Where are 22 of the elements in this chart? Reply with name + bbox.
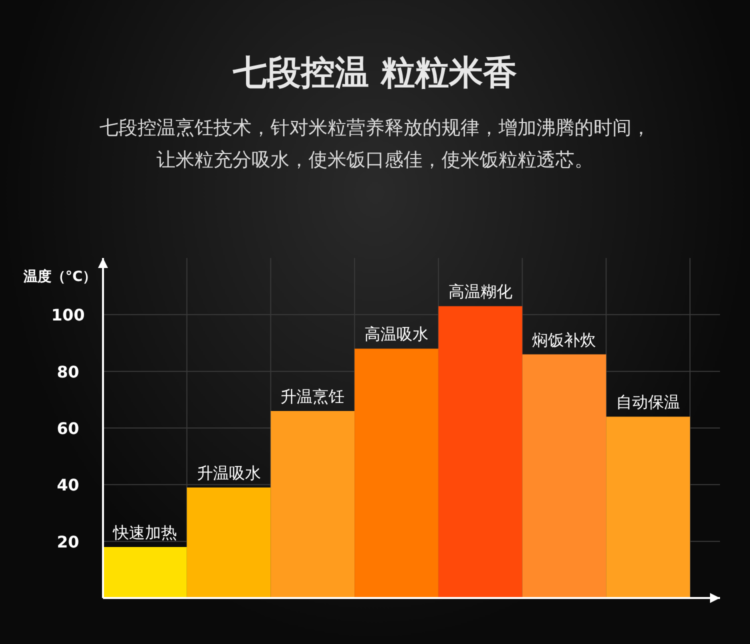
y-tick-label: 20 [56,532,80,552]
y-tick-label: 60 [56,419,80,438]
x-tick-label: 自动保温 [616,392,680,412]
bar [186,488,271,598]
x-tick-label: 升温吸水 [196,464,261,482]
x-tick-label: 焖饭补炊 [532,330,596,350]
x-tick-label: 升温烹饪 [280,387,345,406]
y-tick-label: 100 [51,306,85,325]
chart-subtitle: 七段控温烹饪技术，针对米粒营养释放的规律，增加沸腾的时间，让米粒充分吸水，使米饭口感佳，使米饭粒粒透芯。 [98,116,652,173]
bar [522,354,606,598]
chart-title: 七段控温 粒粒米香 [232,52,518,95]
bar [270,411,355,598]
y-tick-label: 80 [56,362,80,382]
y-axis-title: 温度（°C） [22,268,97,285]
x-tick-label: 高温糊化 [448,282,512,302]
bar [438,306,522,598]
bar [103,547,187,598]
bar [606,416,690,598]
x-tick-label: 高温吸水 [364,324,428,344]
bar [354,348,438,598]
y-tick-label: 40 [56,476,80,495]
x-tick-label: 快速加热 [112,523,177,542]
